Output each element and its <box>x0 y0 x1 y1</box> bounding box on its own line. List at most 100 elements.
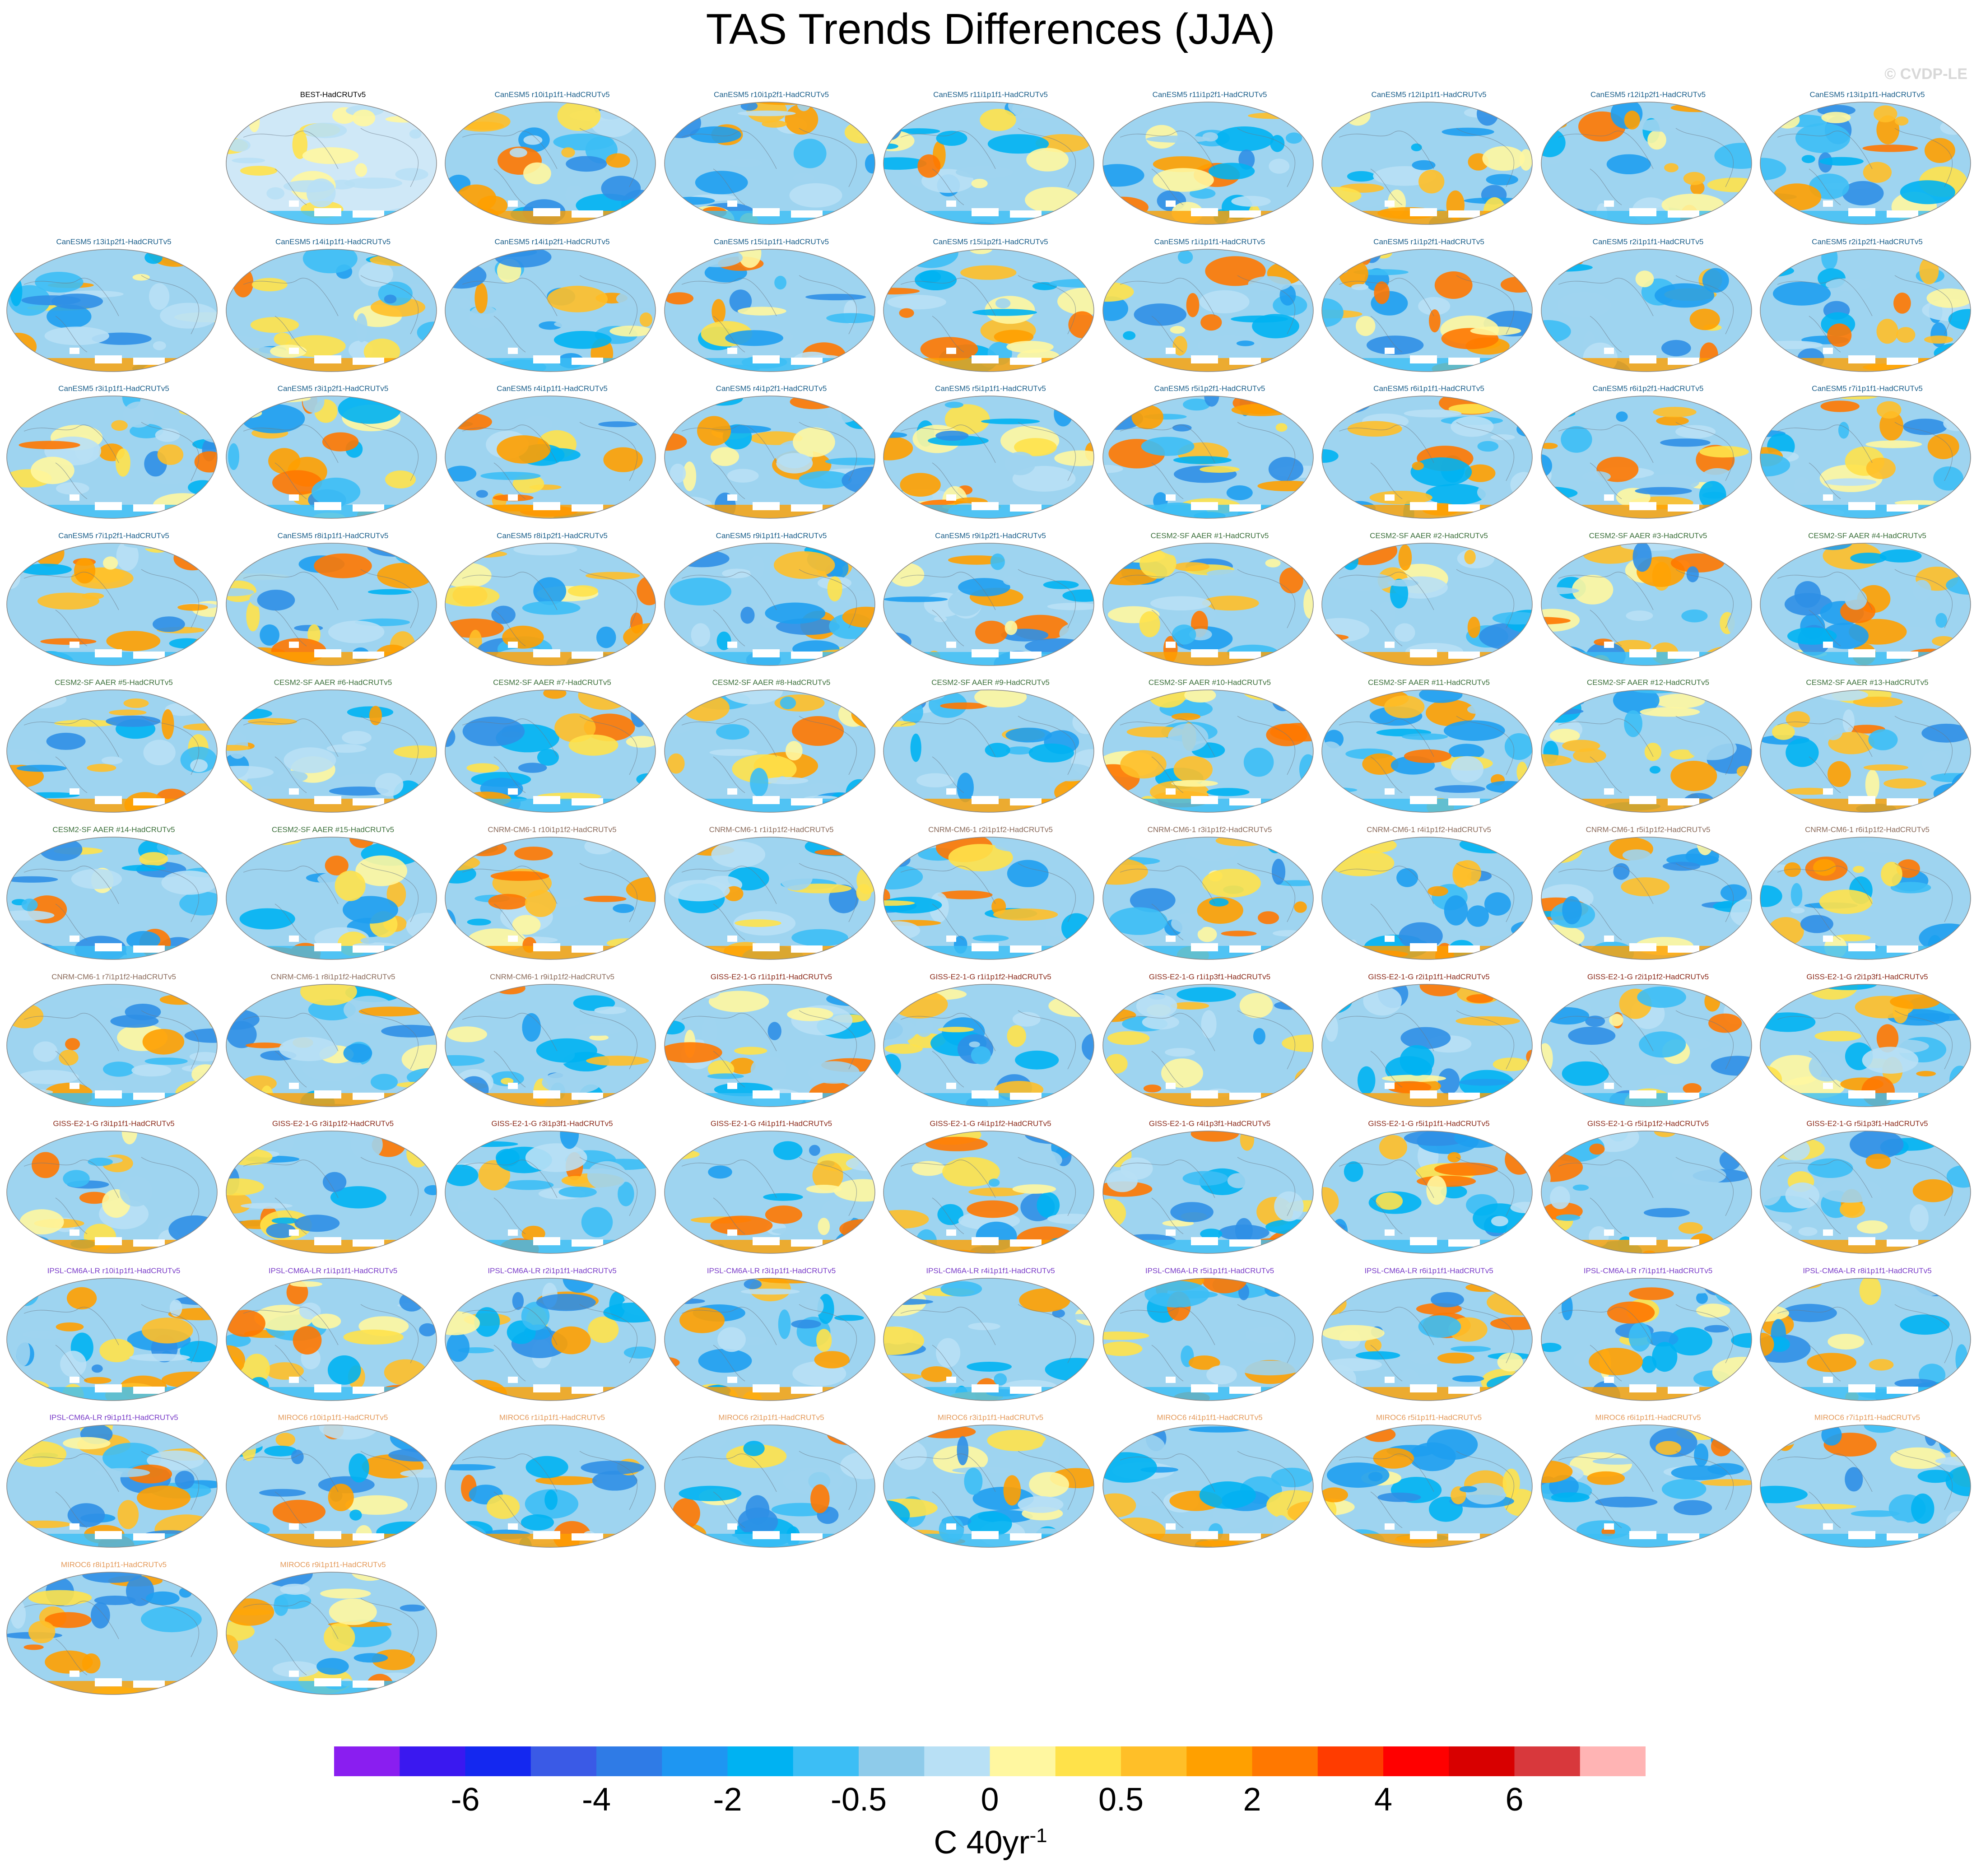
missing-data-patch <box>946 200 956 207</box>
trend-blob <box>1912 580 1931 601</box>
trend-blob <box>1410 457 1472 487</box>
trend-blob <box>1418 297 1451 315</box>
missing-data-patch <box>1848 943 1875 951</box>
missing-data-patch <box>752 1090 780 1099</box>
trend-blob <box>672 1498 700 1529</box>
coastline <box>462 1157 638 1234</box>
globe-map <box>445 983 656 1107</box>
trend-blob <box>916 773 954 788</box>
missing-data-patch <box>1229 1386 1261 1394</box>
trend-blob <box>1491 1216 1508 1227</box>
trend-blob <box>596 626 616 648</box>
panel-title: CESM2-SF AAER #6-HadCRUTv5 <box>274 678 392 687</box>
missing-data-patch <box>1165 1376 1176 1383</box>
trend-blob <box>1378 601 1396 625</box>
trend-blob <box>1275 944 1313 959</box>
missing-data-patch <box>133 1680 165 1688</box>
trend-blob <box>1271 1468 1313 1488</box>
trend-blob <box>863 927 875 951</box>
trend-blob <box>844 1243 864 1254</box>
panel-title: GISS-E2-1-G r5i1p1f2-HadCRUTv5 <box>1587 1119 1709 1128</box>
panel-title: CanESM5 r6i1p1f1-HadCRUTv5 <box>1373 384 1484 393</box>
missing-data-patch <box>1229 1239 1261 1247</box>
missing-data-patch <box>95 796 122 805</box>
trend-blob <box>149 283 170 310</box>
trend-blob <box>445 1055 485 1066</box>
trend-blob <box>1061 913 1092 942</box>
map-panel: CanESM5 r12i1p1f1-HadCRUTv5 <box>1321 90 1537 230</box>
trend-blob <box>313 553 372 578</box>
trend-blob <box>776 453 813 474</box>
coastline <box>1777 275 1953 353</box>
trend-blob <box>1490 434 1515 440</box>
trend-blob <box>764 777 809 785</box>
trend-blob <box>1644 743 1661 761</box>
missing-data-patch <box>352 945 384 953</box>
missing-data-patch <box>533 1090 560 1099</box>
trend-blob <box>1784 593 1832 616</box>
missing-data-patch <box>1190 1384 1218 1392</box>
trend-blob <box>1541 695 1581 723</box>
trend-blob <box>623 1346 656 1359</box>
coastline <box>900 128 1076 205</box>
trend-blob <box>814 1350 850 1369</box>
globe-outline <box>664 1424 875 1548</box>
trend-blob <box>311 1313 341 1329</box>
trend-blob <box>1790 883 1803 907</box>
trend-blob <box>82 1572 142 1583</box>
coastline <box>1339 569 1515 647</box>
map-panel: IPSL-CM6A-LR r5i1p1f1-HadCRUTv5 <box>1102 1266 1318 1406</box>
trend-blob <box>884 157 927 170</box>
trend-blob <box>834 1314 864 1321</box>
missing-data-patch <box>1887 798 1918 806</box>
trend-blob <box>1710 837 1752 852</box>
trend-blob <box>1839 1201 1865 1218</box>
globe-outline <box>1760 1131 1971 1254</box>
globe-map <box>1321 543 1533 666</box>
missing-data-patch <box>508 641 518 648</box>
missing-data-patch <box>95 943 122 951</box>
missing-data-patch <box>95 502 122 511</box>
trend-blob <box>1637 119 1683 132</box>
missing-data-patch <box>95 1237 122 1246</box>
trend-blob <box>1412 461 1424 470</box>
trend-blob <box>1019 1150 1062 1171</box>
globe-map <box>1321 837 1533 960</box>
missing-data-patch <box>946 494 956 501</box>
trend-blob <box>302 249 358 273</box>
trend-blob <box>1775 111 1800 129</box>
trend-blob <box>884 804 920 813</box>
trend-blob <box>1786 738 1819 768</box>
trend-blob <box>772 1228 811 1235</box>
trend-blob <box>836 950 851 959</box>
missing-data-patch <box>70 1523 79 1530</box>
trend-blob <box>1549 1186 1570 1210</box>
map-panel: CNRM-CM6-1 r8i1p1f2-HadCRUTv5 <box>225 973 441 1113</box>
trend-blob <box>903 690 945 701</box>
trend-blob <box>884 367 902 372</box>
trend-blob <box>445 586 500 607</box>
trend-blob <box>1451 1345 1491 1352</box>
globe-outline <box>883 1131 1094 1254</box>
trend-blob <box>358 1006 422 1016</box>
trend-blob <box>1567 1026 1615 1045</box>
coastline <box>681 716 857 793</box>
trend-blob <box>254 1304 313 1331</box>
trend-blob <box>1671 1165 1726 1186</box>
map-panel: CanESM5 r10i1p2f1-HadCRUTv5 <box>664 90 879 230</box>
trend-blob <box>891 990 948 1019</box>
map-panel: CanESM5 r13i1p1f1-HadCRUTv5 <box>1759 90 1975 230</box>
trend-blob <box>1347 171 1376 182</box>
trend-blob <box>1760 158 1786 181</box>
trend-blob <box>1733 1425 1750 1451</box>
trend-blob <box>664 1042 722 1063</box>
trend-blob <box>1043 580 1079 589</box>
missing-data-patch <box>1410 649 1437 657</box>
trend-blob <box>1434 785 1485 793</box>
trend-blob <box>1816 516 1828 519</box>
missing-data-patch <box>1385 1082 1395 1089</box>
map-panel: CanESM5 r13i1p2f1-HadCRUTv5 <box>6 237 222 377</box>
globe-outline <box>6 543 218 666</box>
trend-blob <box>1082 1033 1094 1061</box>
trend-blob <box>348 1453 369 1483</box>
